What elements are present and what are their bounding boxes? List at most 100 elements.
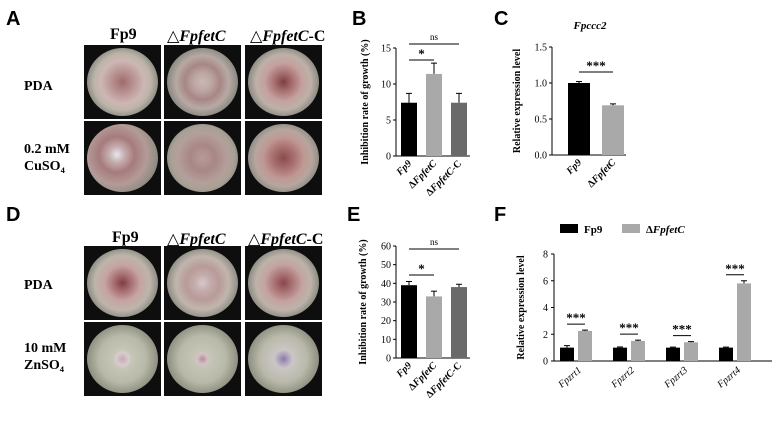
plate-column-header-fp9: Fp9 (110, 26, 137, 43)
y-tick-label: 0 (386, 354, 391, 365)
delta-symbol: △ (167, 231, 180, 248)
bar (666, 347, 680, 361)
legend-swatch (560, 224, 578, 233)
plate-photo-fp9-znso4 (84, 322, 161, 396)
panel-letter-b: B (352, 8, 367, 30)
delta-symbol: △ (250, 28, 263, 45)
significance-label: * (418, 46, 425, 61)
delta-symbol: △ (167, 28, 180, 45)
plate-column-header-complement: △FpfetC-C (250, 26, 325, 46)
bar (613, 347, 627, 361)
plate-row-label-pda: PDA (24, 78, 53, 95)
mutant-name: FpfetC (179, 28, 226, 45)
row-label-line: 10 mM (24, 341, 67, 356)
row-label-line: PDA (24, 278, 53, 293)
legend-label: Fp9 (584, 224, 603, 236)
y-tick-label: 2 (543, 330, 548, 341)
significance-label: *** (619, 320, 639, 335)
y-tick-label: 4 (543, 303, 548, 314)
complement-suffix: -C (308, 28, 326, 45)
y-tick-label: 0 (543, 357, 548, 368)
y-tick-label: 20 (381, 316, 391, 327)
bar (719, 347, 733, 361)
y-tick-label: 0 (386, 152, 391, 163)
plate-column-header-mutant: △FpfetC (167, 229, 226, 249)
plate-photo-mutant-pda (164, 246, 241, 320)
plate-photo-complement-pda (245, 246, 322, 320)
plate-row-label-cuso4: 0.2 mM CuSO₄ (24, 141, 70, 175)
category-label: Fpzrt1 (556, 365, 584, 391)
mutant-name: FpfetC (179, 231, 226, 248)
y-tick-label: 0.0 (535, 151, 548, 162)
bar (401, 285, 417, 358)
plate-photo-complement-cuso4 (245, 121, 322, 195)
plate-column-header-complement: △FpfetC-C (248, 229, 323, 249)
plate-photo-complement-znso4 (245, 322, 322, 396)
bar (451, 102, 467, 156)
significance-label: *** (586, 58, 606, 73)
bar (631, 340, 645, 361)
category-label: Fp9 (394, 158, 414, 178)
y-tick-label: 10 (381, 80, 391, 91)
chart-panel-c: 0.0 0.5 1.0 1.5 Relative expression level Fp9… (512, 20, 626, 190)
legend-label: ΔFpfetC (646, 224, 685, 236)
y-tick-label: 50 (381, 260, 391, 271)
y-tick-label: 10 (381, 335, 391, 346)
bar (426, 296, 442, 358)
panel-letter-c: C (494, 8, 509, 30)
chart-panel-f: 0 2 4 6 8 Relative expression level Fp9 ΔFpfetC… (516, 224, 772, 391)
row-label-line: CuSO₄ (24, 159, 65, 174)
plate-row-label-pda: PDA (24, 277, 53, 294)
row-label-line: ZnSO₄ (24, 358, 64, 373)
y-tick-label: 40 (381, 279, 391, 290)
panel-letter-f: F (494, 204, 507, 226)
significance-label: ns (430, 237, 439, 247)
y-axis-title: Relative expression level (512, 49, 523, 153)
bar (560, 347, 574, 361)
significance-label: ns (430, 32, 439, 42)
chart-title: Fpccc2 (573, 20, 607, 32)
category-label: Fp9 (394, 360, 414, 380)
bar (737, 283, 751, 361)
y-tick-label: 15 (381, 44, 391, 55)
category-label: Fpzrt2 (609, 365, 637, 391)
plate-row-label-znso4: 10 mM ZnSO₄ (24, 340, 66, 374)
category-label: Fpzrt3 (662, 365, 690, 391)
plate-photo-fp9-pda (84, 45, 161, 119)
bar (602, 105, 624, 155)
panel-letter-a: A (6, 8, 21, 30)
y-tick-label: 1.0 (535, 79, 548, 90)
row-label-line: PDA (24, 79, 53, 94)
plate-column-header-mutant: △FpfetC (167, 26, 226, 46)
y-tick-label: 60 (381, 242, 391, 253)
mutant-name: FpfetC (262, 28, 309, 45)
mutant-name: FpfetC (260, 231, 307, 248)
significance-label: *** (672, 322, 692, 337)
plate-column-header-fp9: Fp9 (112, 229, 139, 246)
y-tick-label: 5 (386, 116, 391, 127)
y-tick-label: 0.5 (535, 115, 548, 126)
plate-photo-fp9-cuso4 (84, 121, 161, 195)
significance-label: * (418, 261, 425, 276)
y-tick-label: 1.5 (535, 43, 548, 54)
category-label: Fp9 (564, 157, 584, 177)
y-axis-title: Inhibition rate of growth (%) (360, 39, 371, 164)
plate-photo-mutant-cuso4 (164, 121, 241, 195)
plate-photo-fp9-pda (84, 246, 161, 320)
plate-photo-mutant-znso4 (164, 322, 241, 396)
y-axis-title: Inhibition rate of growth (%) (358, 239, 369, 364)
delta-symbol: △ (248, 231, 261, 248)
row-label-line: 0.2 mM (24, 142, 70, 157)
bar (451, 287, 467, 358)
plate-photo-complement-pda (245, 45, 322, 119)
bar (568, 83, 590, 155)
category-label: ΔFpfetC (585, 157, 618, 190)
bar (426, 73, 442, 156)
complement-suffix: -C (306, 231, 324, 248)
y-axis-title: Relative expression level (516, 255, 527, 359)
y-tick-label: 30 (381, 298, 391, 309)
bar (578, 330, 592, 361)
y-tick-label: 8 (543, 250, 548, 261)
legend-swatch (622, 224, 640, 233)
